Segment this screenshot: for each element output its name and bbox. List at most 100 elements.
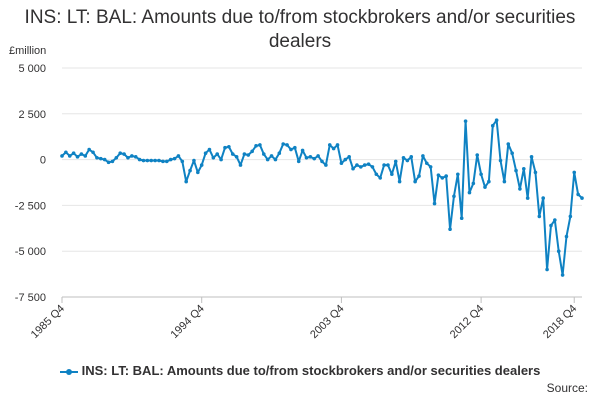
data-point (529, 155, 534, 159)
data-point (180, 159, 185, 164)
x-tick-label: 1985 Q4 (29, 303, 67, 341)
data-point (514, 168, 518, 173)
data-point (102, 157, 107, 162)
data-point (312, 156, 317, 161)
data-point (479, 172, 483, 177)
data-point (382, 163, 386, 167)
data-point (463, 119, 468, 123)
data-point (537, 214, 542, 219)
data-point (153, 158, 157, 163)
data-point (304, 155, 309, 160)
data-point (149, 158, 154, 163)
data-point (207, 147, 212, 152)
data-point (238, 163, 243, 167)
data-point (327, 143, 332, 147)
data-point (273, 157, 278, 162)
data-point (424, 161, 429, 166)
data-point (64, 150, 68, 155)
data-point (300, 148, 305, 153)
data-point (533, 170, 538, 175)
x-tick-label: 2003 Q4 (308, 303, 346, 341)
data-point (308, 155, 313, 159)
legend-label: INS: LT: BAL: Amounts due to/from stockb… (81, 363, 541, 378)
data-point (324, 163, 328, 167)
data-point (320, 159, 324, 164)
data-point (366, 162, 371, 166)
data-point (254, 144, 258, 148)
data-point (277, 151, 282, 155)
data-point (467, 190, 472, 195)
data-point (285, 143, 289, 147)
data-point (133, 155, 138, 159)
data-point (242, 152, 247, 156)
data-point (199, 163, 204, 167)
data-point (118, 151, 123, 155)
data-point (553, 218, 557, 222)
data-point (545, 267, 549, 272)
x-tick-label: 2012 Q4 (448, 303, 486, 341)
legend-swatch-icon (59, 367, 78, 377)
data-point (362, 163, 367, 167)
legend[interactable]: INS: LT: BAL: Amounts due to/from stockb… (0, 363, 600, 378)
data-point (331, 146, 336, 151)
y-tick-label: 5 000 (18, 63, 46, 75)
data-point (386, 163, 390, 167)
data-point (432, 201, 437, 206)
data-point (355, 163, 359, 167)
data-point (137, 157, 142, 162)
data-point (234, 155, 239, 159)
y-axis-unit-label: £million (9, 45, 47, 57)
data-point (87, 147, 91, 152)
data-point (456, 172, 460, 177)
data-point (281, 142, 285, 146)
data-point (417, 174, 421, 178)
data-point (215, 152, 220, 156)
data-point (502, 179, 507, 184)
data-point (157, 158, 161, 163)
data-point (556, 249, 561, 253)
data-point (114, 155, 119, 160)
y-tick-label: -2 500 (15, 200, 46, 212)
data-point (576, 192, 580, 197)
data-point (79, 152, 84, 156)
data-point (83, 154, 88, 158)
series-line (61, 119, 583, 277)
data-point (296, 159, 301, 164)
data-point (378, 176, 383, 180)
data-point (250, 149, 254, 154)
data-point (343, 157, 348, 162)
data-point (67, 154, 72, 158)
data-point (258, 143, 262, 147)
y-tick-label: 0 (40, 155, 46, 167)
data-point (168, 157, 173, 162)
data-point (145, 158, 150, 163)
data-point (521, 166, 526, 171)
data-point (568, 214, 573, 219)
data-point (498, 158, 503, 163)
data-point (269, 154, 274, 158)
data-point (490, 123, 495, 128)
data-point (130, 154, 134, 158)
data-point (452, 194, 456, 199)
data-point (409, 155, 414, 159)
data-point (390, 172, 394, 177)
x-tick-label: 2018 Q4 (541, 303, 579, 341)
data-point (572, 170, 577, 175)
data-point (203, 151, 208, 155)
data-point (188, 168, 192, 173)
data-point (246, 153, 251, 157)
data-point (126, 155, 130, 160)
data-point (525, 196, 530, 200)
data-point (335, 143, 340, 147)
data-point (196, 170, 200, 175)
data-point (421, 154, 425, 158)
x-tick-label: 1994 Q4 (168, 303, 206, 341)
data-point (141, 158, 146, 163)
data-point (475, 153, 480, 157)
data-point (172, 156, 177, 161)
data-point (397, 179, 402, 184)
data-point (289, 147, 293, 152)
data-point (99, 156, 103, 161)
data-point (261, 152, 266, 156)
